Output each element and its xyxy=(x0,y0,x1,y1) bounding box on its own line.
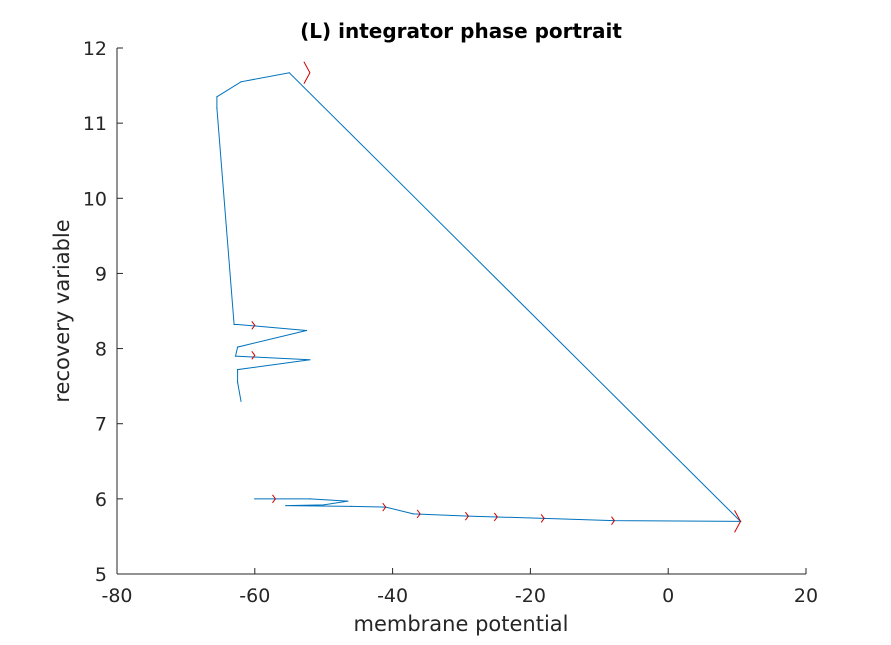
x-tick-label: -80 xyxy=(101,585,132,607)
direction-arrow xyxy=(416,509,421,519)
trajectory-point xyxy=(254,498,256,500)
trajectory-point xyxy=(323,504,325,506)
y-axis-label: recovery variable xyxy=(50,219,74,402)
trajectory-point xyxy=(347,500,349,502)
trajectory-point xyxy=(216,107,218,109)
trajectory-point xyxy=(234,355,237,357)
x-ticks: -80 -60 -40 -20 0 20 xyxy=(101,568,818,607)
x-axis-label: membrane potential xyxy=(354,612,569,636)
direction-arrow xyxy=(272,494,277,504)
direction-arrow xyxy=(540,514,545,523)
trajectory-point xyxy=(240,81,242,83)
direction-arrows-layer xyxy=(251,61,742,533)
y-tick-label: 7 xyxy=(95,414,107,436)
direction-arrow xyxy=(464,511,470,521)
direction-arrow xyxy=(251,351,256,360)
axes-layer xyxy=(116,48,806,575)
trajectory-point xyxy=(412,513,414,515)
direction-arrow xyxy=(251,320,256,330)
trajectory-point xyxy=(285,505,287,507)
y-tick-label: 8 xyxy=(95,339,107,361)
x-tick-label: -20 xyxy=(515,585,546,607)
trajectory-point xyxy=(612,520,614,522)
trajectory-point xyxy=(288,72,290,74)
y-tick-label: 10 xyxy=(83,188,107,210)
trajectory-point xyxy=(237,369,239,371)
trajectory-point xyxy=(309,498,311,500)
direction-arrow xyxy=(493,512,498,522)
trajectory-point xyxy=(216,96,218,98)
y-tick-label: 6 xyxy=(95,489,107,511)
trajectory-point xyxy=(240,400,242,402)
y-tick-label: 9 xyxy=(95,263,107,285)
x-tick-label: -40 xyxy=(377,585,408,607)
trajectory-point xyxy=(309,359,311,361)
direction-arrow xyxy=(734,510,742,533)
chart-title: (L) integrator phase portrait xyxy=(300,19,622,43)
y-ticks: 5 6 7 8 9 10 11 12 xyxy=(83,38,123,586)
direction-arrow xyxy=(611,516,616,525)
plot-area xyxy=(117,48,806,574)
direction-arrow xyxy=(303,61,311,85)
x-tick-label: -60 xyxy=(239,585,270,607)
direction-arrow xyxy=(382,502,387,512)
y-tick-label: 5 xyxy=(95,564,107,586)
trajectory-point xyxy=(350,505,352,507)
trajectory-point xyxy=(233,323,235,326)
y-tick-label: 11 xyxy=(83,113,107,135)
trajectory-point xyxy=(237,346,239,348)
x-tick-label: 20 xyxy=(794,585,818,607)
trajectory-point xyxy=(305,329,308,332)
trajectory-point xyxy=(237,381,239,383)
x-tick-label: 0 xyxy=(662,585,674,607)
y-tick-label: 12 xyxy=(83,38,107,60)
trajectory-point xyxy=(237,323,239,326)
